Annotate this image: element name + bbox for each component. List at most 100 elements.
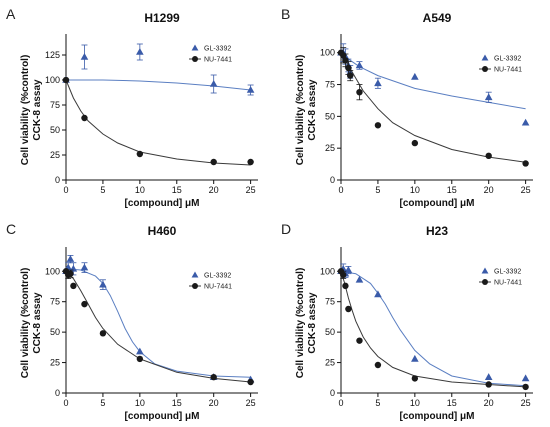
data-point-gl-3392 [411, 354, 419, 362]
x-tick-label: 20 [484, 398, 494, 408]
data-point-gl-3392 [80, 53, 89, 60]
y-axis-label: CCK-8 assay [32, 292, 43, 354]
chart-a549: A549 Cell viability (%control) CCK-8 assay… [295, 11, 533, 209]
y-tick-label: 50 [50, 327, 60, 337]
y-axis-label: Cell viability (%control) [20, 55, 31, 166]
legend-label-nu-7441: NU-7441 [494, 67, 522, 74]
x-tick-label: 10 [135, 398, 145, 408]
x-tick-label: 15 [172, 185, 182, 195]
data-point-gl-3392 [136, 347, 144, 355]
fit-curve-gl-3392 [66, 79, 251, 91]
x-tick-label: 10 [135, 185, 145, 195]
y-axis-label: Cell viability (%control) [295, 268, 306, 379]
y-tick-label: 0 [330, 175, 335, 185]
y-tick-label: 25 [50, 358, 60, 368]
data-point-nu-7441 [247, 378, 254, 386]
data-point-gl-3392 [66, 255, 75, 262]
data-point-nu-7441 [485, 152, 492, 160]
panel-letter: A [6, 6, 16, 22]
legend-label-nu-7441: NU-7441 [204, 57, 232, 64]
y-tick-label: 100 [320, 48, 335, 58]
data-point-gl-3392 [246, 86, 255, 93]
fit-curve-nu-7441 [65, 79, 251, 166]
data-point-gl-3392 [80, 263, 89, 271]
data-point-gl-3392 [355, 61, 364, 69]
data-point-gl-3392 [136, 48, 144, 55]
legend-label-gl-3392: GL-3392 [204, 273, 231, 280]
panel-d: D H23 Cell viability (%control) CCK-8 assa… [275, 213, 550, 426]
chart-h460: H460 Cell viability (%control) CCK-8 assay… [20, 224, 258, 422]
legend-marker-nu-7441 [482, 66, 488, 72]
y-tick-label: 25 [325, 358, 335, 368]
chart-title: H460 [148, 224, 177, 238]
fit-curve-gl-3392 [340, 52, 526, 110]
x-tick-label: 20 [209, 185, 219, 195]
legend-label-gl-3392: GL-3392 [494, 269, 521, 276]
x-tick-label: 15 [172, 398, 182, 408]
data-point-gl-3392 [411, 72, 419, 80]
fit-curve-gl-3392 [65, 268, 251, 378]
x-tick-label: 25 [521, 185, 531, 195]
data-point-nu-7441 [247, 158, 254, 166]
x-tick-label: 0 [63, 185, 68, 195]
legend-label-nu-7441: NU-7441 [204, 284, 232, 291]
data-point-nu-7441 [81, 300, 88, 308]
data-point-nu-7441 [342, 57, 349, 64]
x-tick-label: 5 [100, 398, 105, 408]
data-point-nu-7441 [347, 72, 354, 79]
y-tick-label: 50 [325, 111, 335, 121]
legend-label-gl-3392: GL-3392 [494, 56, 521, 63]
y-tick-label: 25 [325, 143, 335, 153]
y-tick-label: 100 [45, 75, 60, 85]
data-point-nu-7441 [70, 282, 77, 290]
x-tick-label: 25 [246, 398, 256, 408]
x-tick-label: 5 [375, 185, 380, 195]
x-axis-label: [compound] μM [400, 198, 475, 209]
data-point-nu-7441 [136, 150, 144, 158]
data-point-nu-7441 [62, 76, 70, 84]
y-axis-label: Cell viability (%control) [20, 268, 31, 379]
data-point-gl-3392 [344, 266, 353, 273]
y-tick-label: 75 [50, 100, 60, 110]
data-point-nu-7441 [374, 122, 382, 129]
y-axis-label: CCK-8 assay [307, 79, 318, 141]
y-tick-label: 75 [325, 297, 335, 307]
data-point-gl-3392 [374, 290, 382, 298]
x-tick-label: 0 [63, 398, 68, 408]
chart-h23: H23 Cell viability (%control) CCK-8 assay [… [295, 224, 533, 422]
data-point-nu-7441 [411, 139, 419, 147]
x-axis-label: [compound] μM [400, 411, 475, 422]
data-point-nu-7441 [356, 88, 363, 96]
data-point-nu-7441 [522, 160, 529, 167]
data-point-gl-3392 [374, 79, 382, 87]
panel-a: A H1299 Cell viability (%control) CCK-8 as… [0, 0, 275, 213]
data-point-gl-3392 [484, 373, 493, 380]
x-tick-label: 0 [338, 398, 343, 408]
data-point-nu-7441 [485, 381, 492, 388]
data-point-nu-7441 [345, 64, 352, 72]
x-tick-label: 5 [100, 185, 105, 195]
data-point-nu-7441 [210, 158, 217, 166]
legend-marker-nu-7441 [192, 283, 198, 289]
y-tick-label: 0 [55, 175, 60, 185]
y-tick-label: 75 [325, 80, 335, 90]
legend-marker-nu-7441 [192, 56, 198, 62]
y-tick-label: 0 [330, 388, 335, 398]
legend-label-gl-3392: GL-3392 [204, 46, 231, 53]
y-tick-label: 50 [50, 125, 60, 135]
y-tick-label: 25 [50, 150, 60, 160]
y-axis-label: CCK-8 assay [307, 292, 318, 354]
x-tick-label: 20 [209, 398, 219, 408]
data-point-gl-3392 [209, 80, 218, 87]
legend-marker-gl-3392 [191, 44, 199, 51]
y-tick-label: 100 [320, 266, 335, 276]
data-point-nu-7441 [210, 373, 217, 381]
fit-curve-gl-3392 [340, 270, 526, 387]
legend-marker-nu-7441 [482, 279, 488, 285]
data-point-gl-3392 [521, 374, 530, 382]
data-point-nu-7441 [81, 114, 88, 122]
data-point-gl-3392 [484, 93, 493, 101]
x-axis-label: [compound] μM [125, 198, 200, 209]
y-tick-label: 0 [55, 388, 60, 398]
x-tick-label: 15 [447, 398, 457, 408]
